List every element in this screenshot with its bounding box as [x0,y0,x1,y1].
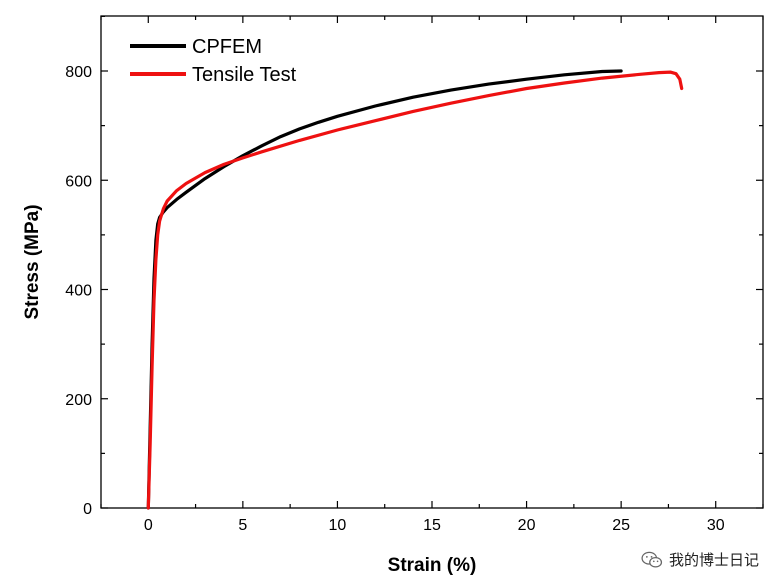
series-line-tensile-test [146,70,684,510]
x-tick-label: 25 [612,517,630,534]
wechat-icon [641,551,663,568]
x-tick-label: 10 [329,517,347,534]
axis-ticks: 0 5 10 15 20 25 30 0 200 400 600 800 [65,15,764,534]
y-tick-label: 0 [83,501,92,518]
x-tick-label: 5 [238,517,247,534]
x-tick-label: 0 [144,517,153,534]
y-tick-label: 600 [65,173,92,190]
legend-label-cpfem: CPFEM [192,36,262,58]
x-tick-label: 30 [707,517,725,534]
legend-label-tensile-test: Tensile Test [192,64,297,86]
plot-frame [100,15,764,509]
watermark: 我的博士日记 [641,549,759,570]
x-tick-label: 15 [423,517,441,534]
y-tick-label: 400 [65,283,92,300]
series-lines [146,69,684,510]
y-tick-label: 800 [65,64,92,81]
x-axis-title: Strain (%) [388,555,477,576]
series-line-cpfem [146,69,623,510]
watermark-text: 我的博士日记 [668,551,759,569]
y-axis-title: Stress (MPa) [22,204,43,319]
legend: CPFEM Tensile Test [130,36,297,86]
x-tick-label: 20 [518,517,536,534]
y-tick-label: 200 [65,392,92,409]
